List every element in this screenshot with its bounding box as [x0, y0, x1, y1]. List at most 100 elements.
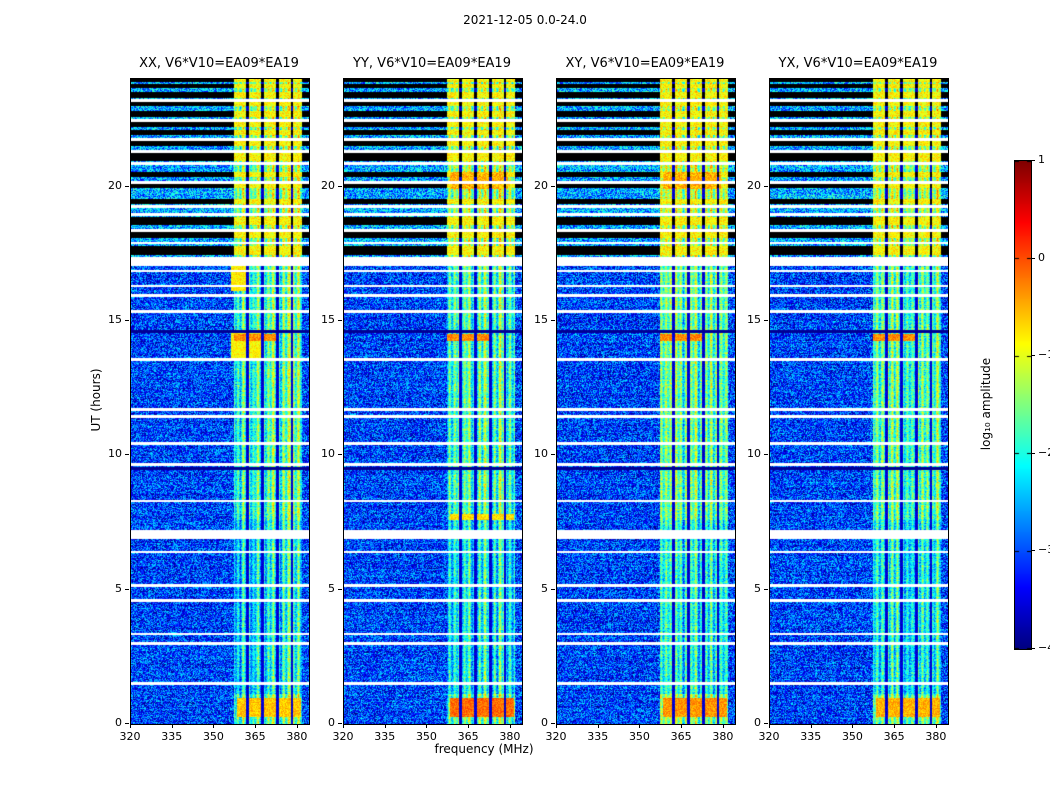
colorbar-gradient: [1015, 161, 1031, 649]
panel-title: YX, V6*V10=EA09*EA19: [778, 56, 938, 71]
y-tick-label: 20: [108, 178, 122, 192]
figure-title: 2021-12-05 0.0-24.0: [463, 13, 587, 27]
x-tick-label: 320: [545, 730, 567, 743]
y-tick-mark: [125, 185, 129, 187]
panel-title: YY, V6*V10=EA09*EA19: [353, 56, 511, 71]
y-tick-mark: [551, 185, 555, 187]
x-tick-label: 380: [499, 730, 521, 743]
x-tick-mark: [384, 724, 386, 728]
y-tick-label: 0: [541, 716, 548, 729]
y-tick-label: 20: [534, 178, 548, 192]
x-tick-label: 320: [758, 730, 780, 743]
y-tick-label: 20: [747, 178, 761, 192]
colorbar-tick-label: 1: [1038, 153, 1045, 166]
y-axis-label: UT (hours): [89, 368, 103, 432]
spectrogram-plot-area: [769, 78, 949, 725]
y-tick-mark: [764, 185, 768, 187]
x-tick-label: 350: [202, 730, 224, 743]
y-tick-mark: [338, 185, 342, 187]
y-tick-mark: [551, 723, 555, 724]
x-tick-mark: [343, 724, 344, 728]
colorbar-tick-mark: [1031, 257, 1035, 259]
y-tick-label: 15: [321, 312, 335, 326]
spectrogram-canvas: [557, 79, 735, 724]
x-tick-mark: [681, 724, 683, 728]
spectrogram-plot-area: [556, 78, 736, 725]
y-tick-label: 0: [754, 716, 761, 729]
x-tick-label: 380: [925, 730, 947, 743]
x-tick-mark: [171, 724, 173, 728]
x-tick-label: 365: [244, 730, 266, 743]
y-tick-mark: [338, 319, 342, 321]
x-tick-label: 335: [374, 730, 396, 743]
x-tick-mark: [810, 724, 812, 728]
colorbar-tick-label: −2: [1038, 445, 1050, 459]
y-tick-mark: [551, 454, 555, 456]
y-tick-label: 10: [534, 447, 548, 461]
colorbar-tick-label: 0: [1038, 250, 1045, 264]
colorbar-tick-mark: [1031, 452, 1035, 454]
colorbar-tick-mark: [1031, 550, 1035, 552]
y-tick-label: 0: [115, 716, 122, 729]
y-tick-label: 15: [534, 312, 548, 326]
colorbar-bar: [1014, 160, 1032, 650]
colorbar-tick-mark: [1031, 648, 1035, 649]
colorbar-tick-label: −1: [1038, 348, 1050, 362]
colorbar-label: log₁₀ amplitude: [979, 357, 993, 451]
y-tick-mark: [338, 454, 342, 456]
colorbar-tick-mark: [1031, 160, 1035, 161]
spectrogram-canvas: [131, 79, 309, 724]
y-tick-label: 5: [115, 581, 122, 595]
y-tick-mark: [764, 588, 768, 590]
x-tick-label: 320: [119, 730, 141, 743]
y-tick-label: 5: [541, 581, 548, 595]
x-tick-label: 365: [670, 730, 692, 743]
x-tick-mark: [894, 724, 896, 728]
y-tick-mark: [764, 723, 768, 724]
x-tick-mark: [852, 724, 854, 728]
y-tick-label: 10: [321, 447, 335, 461]
x-tick-mark: [255, 724, 257, 728]
y-tick-label: 0: [328, 716, 335, 729]
x-tick-label: 350: [415, 730, 437, 743]
colorbar-tick-label: −3: [1038, 543, 1050, 557]
x-tick-mark: [426, 724, 428, 728]
x-tick-label: 365: [457, 730, 479, 743]
y-tick-mark: [125, 454, 129, 456]
y-tick-mark: [764, 319, 768, 321]
y-tick-mark: [338, 588, 342, 590]
x-tick-label: 350: [841, 730, 863, 743]
y-tick-mark: [764, 454, 768, 456]
y-tick-mark: [125, 723, 129, 724]
y-tick-label: 5: [328, 581, 335, 595]
x-tick-mark: [935, 724, 937, 728]
x-tick-mark: [597, 724, 599, 728]
spectrogram-plot-area: [343, 78, 523, 725]
y-tick-label: 15: [747, 312, 761, 326]
x-tick-mark: [213, 724, 215, 728]
x-tick-label: 380: [712, 730, 734, 743]
x-tick-mark: [130, 724, 131, 728]
x-axis-label: frequency (MHz): [434, 742, 534, 756]
x-tick-mark: [639, 724, 641, 728]
colorbar-tick-mark: [1031, 355, 1035, 357]
x-tick-label: 320: [332, 730, 354, 743]
y-tick-mark: [125, 588, 129, 590]
x-tick-mark: [722, 724, 724, 728]
y-tick-label: 15: [108, 312, 122, 326]
y-tick-label: 20: [321, 178, 335, 192]
y-tick-mark: [551, 588, 555, 590]
spectrogram-plot-area: [130, 78, 310, 725]
x-tick-mark: [556, 724, 557, 728]
colorbar-tick-label: −4: [1038, 641, 1050, 654]
y-tick-label: 10: [108, 447, 122, 461]
panel-title: XX, V6*V10=EA09*EA19: [139, 56, 299, 71]
x-tick-label: 380: [286, 730, 308, 743]
x-tick-label: 335: [161, 730, 183, 743]
y-tick-mark: [338, 723, 342, 724]
y-tick-label: 10: [747, 447, 761, 461]
x-tick-mark: [296, 724, 298, 728]
y-tick-mark: [125, 319, 129, 321]
y-tick-label: 5: [754, 581, 761, 595]
